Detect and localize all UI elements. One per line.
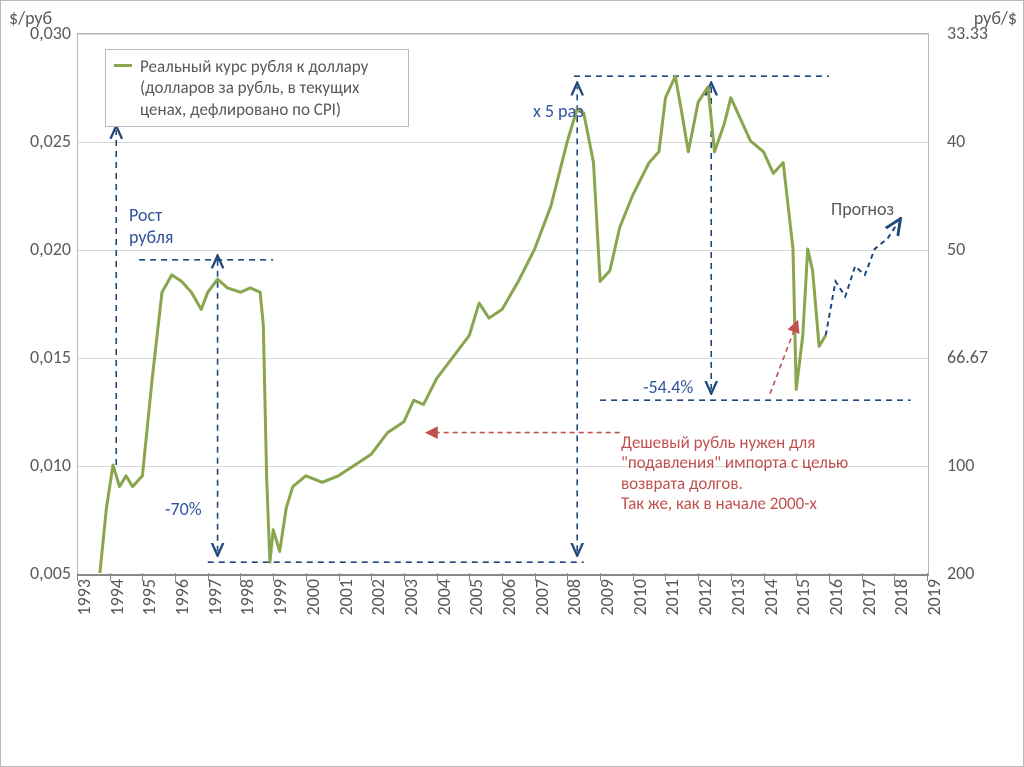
- x-tick-label: 1997: [208, 543, 230, 580]
- x-tick-label: 2011: [665, 543, 687, 580]
- gridline: [78, 142, 928, 143]
- red-note-l0: Дешевый рубль нужен для: [621, 432, 815, 453]
- annotation-growth: Рост рубля: [129, 205, 173, 248]
- x-tick-label: 2008: [567, 543, 589, 580]
- annotation-red-note: Дешевый рубль нужен для "подавления" имп…: [621, 433, 901, 515]
- x-tick-label: 2013: [731, 543, 753, 580]
- y-left-tick-label: 0,030: [7, 22, 71, 44]
- legend-text: Реальный курс рубля к доллару (долларов …: [140, 56, 368, 120]
- x-tick-label: 1995: [142, 543, 164, 580]
- annotation-minus70: -70%: [165, 499, 202, 521]
- chart-container: $/руб руб/$ Реальный курс рубля к доллар…: [0, 0, 1024, 767]
- x-tick-label: 2010: [633, 543, 655, 580]
- x-tick-label: 1998: [240, 543, 262, 580]
- y-left-tick-label: 0,010: [7, 454, 71, 476]
- x-tick-label: 2014: [764, 543, 786, 580]
- annotation-x5: х 5 раз: [533, 101, 584, 123]
- gridline: [78, 34, 928, 35]
- annotation-growth-l2: рубля: [129, 226, 173, 248]
- x-tick-label: 2015: [796, 543, 818, 580]
- x-tick-label: 2003: [404, 543, 426, 580]
- gridline: [78, 358, 928, 359]
- x-tick-label: 2017: [862, 543, 884, 580]
- x-tick-label: 2009: [600, 543, 622, 580]
- red-note-l2: возврата долгов.: [621, 473, 743, 494]
- x-tick-label: 2000: [306, 543, 328, 580]
- y-right-tick-label: 200: [947, 562, 1017, 584]
- x-tick-label: 2016: [829, 543, 851, 580]
- y-right-tick-label: 50: [947, 238, 1017, 260]
- x-tick-label: 1994: [110, 543, 132, 580]
- x-tick-label: 1999: [273, 543, 295, 580]
- x-tick-label: 2019: [927, 543, 949, 580]
- y-right-tick-label: 40: [947, 130, 1017, 152]
- y-left-tick-label: 0,015: [7, 346, 71, 368]
- x-tick-label: 1996: [175, 543, 197, 580]
- x-tick-label: 2002: [371, 543, 393, 580]
- x-tick-label: 2012: [698, 543, 720, 580]
- x-tick-label: 2018: [894, 543, 916, 580]
- red-note-l3: Так же, как в начале 2000-х: [621, 493, 817, 514]
- x-tick-label: 2006: [502, 543, 524, 580]
- x-tick-label: 2001: [339, 543, 361, 580]
- annotation-minus54: -54.4%: [643, 377, 693, 399]
- x-tick-label: 1993: [77, 543, 99, 580]
- y-right-tick-label: 100: [947, 454, 1017, 476]
- legend-swatch: [114, 64, 132, 67]
- red-note-l1: "подавления" импорта с целью: [621, 452, 848, 473]
- y-right-tick-label: 33.33: [947, 22, 1017, 44]
- legend: Реальный курс рубля к доллару (долларов …: [105, 49, 409, 127]
- x-tick-label: 2007: [535, 543, 557, 580]
- y-left-tick-label: 0,020: [7, 238, 71, 260]
- x-tick-label: 2004: [437, 543, 459, 580]
- y-left-tick-label: 0,005: [7, 562, 71, 584]
- y-left-tick-label: 0,025: [7, 130, 71, 152]
- annotation-forecast: Прогноз: [831, 199, 894, 221]
- x-tick-label: 2005: [469, 543, 491, 580]
- y-right-tick-label: 66.67: [947, 346, 1017, 368]
- annotation-growth-l1: Рост: [129, 204, 162, 226]
- gridline: [78, 250, 928, 251]
